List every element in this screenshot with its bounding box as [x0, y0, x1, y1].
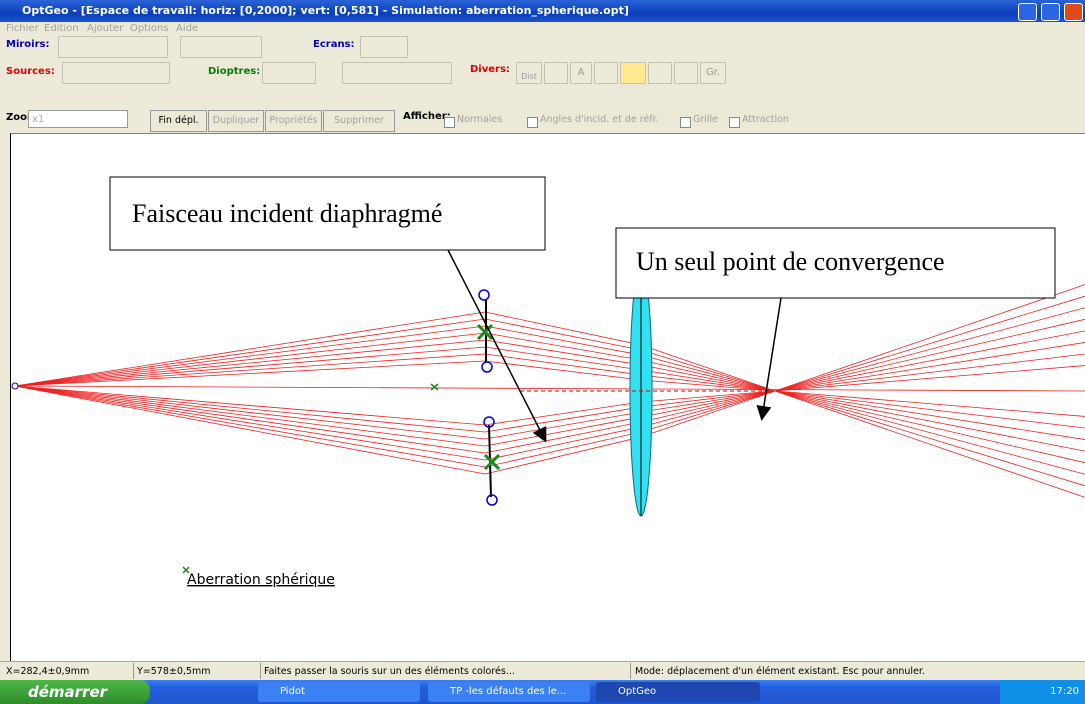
taskbar: démarrer Pidot TP -les défauts des le...…: [0, 680, 1085, 704]
status-x: X=282,4±0,9mm: [6, 666, 89, 677]
scene: Faisceau incident diaphragmé Un seul poi…: [0, 0, 1085, 660]
clock: 17:20: [1000, 680, 1085, 704]
quick-launch[interactable]: [160, 684, 240, 700]
start-button[interactable]: démarrer: [0, 680, 150, 704]
ray: [15, 285, 1085, 474]
callout-text: Un seul point de convergence: [636, 247, 945, 276]
task-button[interactable]: OptGeo: [596, 682, 760, 702]
ray: [15, 296, 1085, 467]
caption[interactable]: Aberration sphérique: [187, 572, 335, 588]
ray: [15, 386, 1085, 391]
diaphragm-centers[interactable]: [478, 325, 499, 469]
task-button[interactable]: TP -les défauts des le...: [428, 682, 590, 702]
ray: [15, 333, 1085, 463]
status-y: Y=578±0,5mm: [137, 666, 210, 677]
callout-arrow: [448, 250, 545, 440]
screen: {"window":{"title":"OptGeo - [Espace de …: [0, 0, 1085, 704]
diaphragm-ends[interactable]: [479, 290, 497, 505]
source-point[interactable]: [12, 383, 18, 389]
task-button[interactable]: Pidot: [258, 682, 420, 702]
callout-text: Faisceau incident diaphragmé: [132, 199, 442, 228]
status-bar: X=282,4±0,9mm Y=578±0,5mm Faites passer …: [0, 661, 1085, 680]
status-mode: Mode: déplacement d'un élément existant.…: [635, 666, 925, 677]
status-hint: Faites passer la souris sur un des éléme…: [264, 666, 515, 677]
callout-arrow: [762, 298, 781, 418]
